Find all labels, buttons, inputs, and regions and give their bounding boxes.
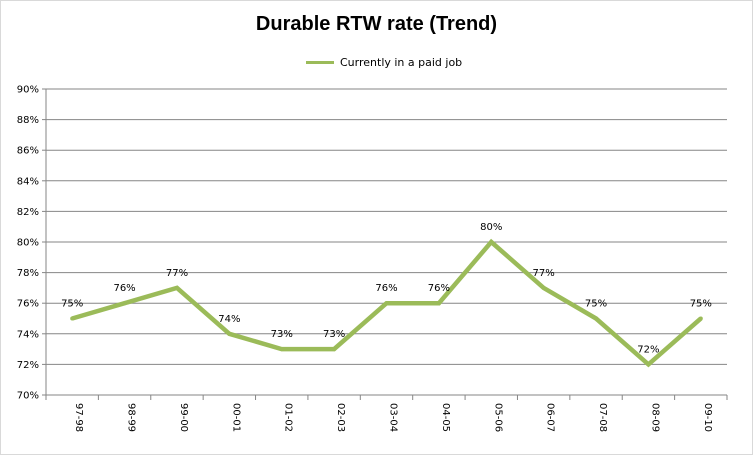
data-point [594,316,599,321]
x-tick-label: 09-10 [702,403,713,432]
data-label: 72% [637,344,659,355]
x-tick-label: 07-08 [597,403,608,432]
x-tick-label: 98-99 [126,403,137,432]
data-point [384,301,389,306]
y-tick-label: 78% [17,268,39,279]
x-tick-label: 01-02 [283,403,294,432]
legend-label: Currently in a paid job [340,55,463,69]
data-point [174,285,179,290]
data-point [436,301,441,306]
data-point [227,331,232,336]
x-tick-label: 04-05 [440,403,451,432]
data-label: 75% [61,299,83,310]
data-label: 73% [323,329,345,340]
data-label: 76% [113,283,135,294]
y-tick-label: 84% [17,176,39,187]
data-label: 77% [166,268,188,279]
data-label: 75% [690,299,712,310]
y-tick-label: 80% [17,238,39,249]
y-tick-label: 72% [17,360,39,371]
y-tick-label: 76% [17,299,39,310]
data-point [646,362,651,367]
x-tick-label: 02-03 [335,403,346,432]
data-label: 74% [218,314,240,325]
chart-title: Durable RTW rate (Trend) [255,13,498,35]
data-label: 76% [428,283,450,294]
x-tick-label: 08-09 [649,403,660,432]
x-tick-label: 00-01 [230,403,241,432]
x-tick-label: 06-07 [545,403,556,432]
y-tick-label: 88% [17,115,39,126]
data-point [489,240,494,244]
chart-legend: Currently in a paid job [306,54,462,70]
y-tick-label: 70% [17,391,39,402]
x-tick-label: 03-04 [388,403,399,432]
data-label: 76% [375,283,397,294]
data-label: 75% [585,299,607,310]
y-tick-label: 90% [17,85,39,96]
x-tick-label: 05-06 [492,403,503,432]
legend-swatch [306,60,334,64]
data-point [698,316,703,321]
y-tick-label: 86% [17,146,39,157]
y-tick-label: 74% [17,329,39,340]
x-tick-label: 97-98 [73,403,84,432]
data-label: 73% [271,329,293,340]
data-label: 77% [533,268,555,279]
data-label: 80% [480,222,502,233]
data-point [122,301,127,306]
data-point [332,347,337,352]
data-point [279,347,284,352]
data-point [70,316,75,321]
y-tick-label: 82% [17,207,39,218]
data-point [541,285,546,290]
x-tick-label: 99-00 [178,403,189,432]
